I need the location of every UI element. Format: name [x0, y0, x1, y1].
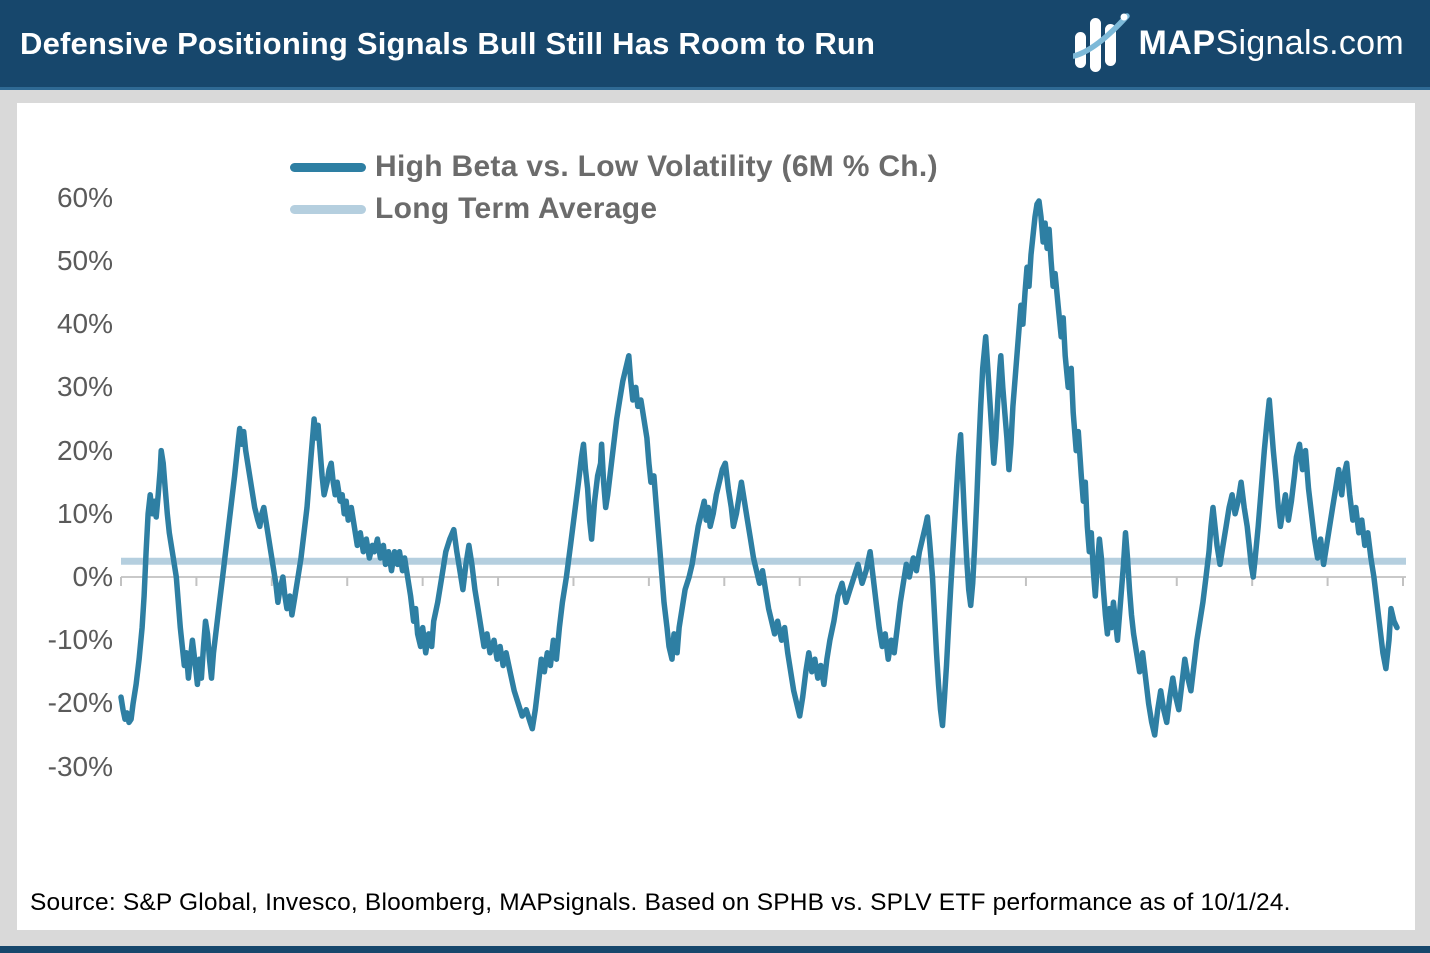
- y-axis-label: 20%: [56, 434, 113, 466]
- chart-legend: High Beta vs. Low Volatility (6M % Ch.) …: [290, 146, 938, 230]
- legend-item-high-beta: High Beta vs. Low Volatility (6M % Ch.): [290, 146, 938, 188]
- legend-item-long-term-average: Long Term Average: [290, 188, 938, 230]
- legend-label-high-beta: High Beta vs. Low Volatility (6M % Ch.): [375, 150, 938, 183]
- bar-chart-logo-icon: [1073, 12, 1131, 72]
- y-axis-label: -10%: [47, 624, 113, 656]
- y-axis-label: 10%: [56, 497, 113, 529]
- y-axis-label: -30%: [47, 750, 113, 782]
- logo-text-map: MAP: [1138, 24, 1216, 62]
- y-axis-label: -20%: [47, 687, 113, 719]
- logo-text: MAPSignals.com: [1138, 24, 1404, 63]
- y-axis-label: 30%: [56, 371, 113, 403]
- y-axis-label: 50%: [56, 245, 113, 276]
- y-axis-label: 0%: [72, 561, 113, 592]
- source-note: Source: S&P Global, Invesco, Bloomberg, …: [30, 889, 1291, 916]
- logo-text-signals: Signals.com: [1215, 24, 1404, 62]
- bottom-bar: [0, 946, 1430, 953]
- x-axis-label: 2024: [0, 793, 5, 859]
- legend-swatch-high-beta: [290, 162, 366, 172]
- mapsignals-logo: MAPSignals.com: [1073, 10, 1404, 78]
- header-bar: Defensive Positioning Signals Bull Still…: [0, 0, 1430, 90]
- page-title: Defensive Positioning Signals Bull Still…: [20, 25, 876, 61]
- legend-swatch-long-term-average: [290, 204, 366, 214]
- y-axis-label: 40%: [56, 308, 113, 340]
- legend-label-long-term-average: Long Term Average: [375, 192, 658, 225]
- y-axis-label: 60%: [56, 181, 113, 213]
